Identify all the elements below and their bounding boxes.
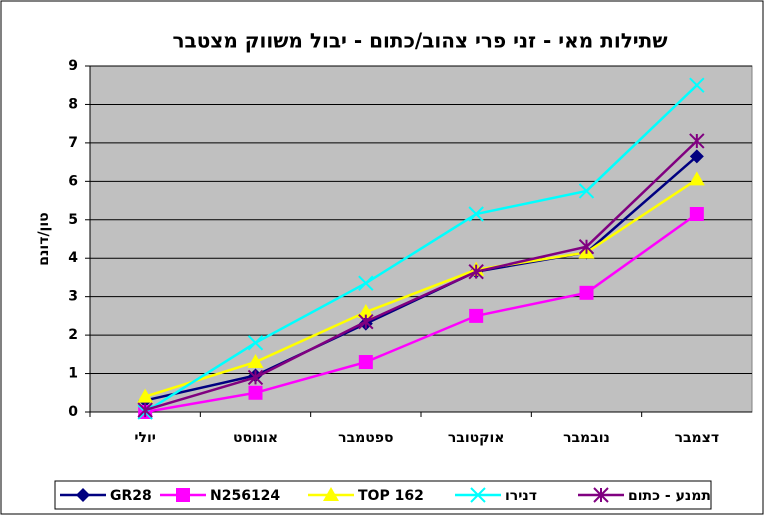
marker xyxy=(579,285,594,300)
marker xyxy=(689,133,705,149)
y-tick-label: 6 xyxy=(68,173,78,189)
marker xyxy=(358,355,373,370)
marker xyxy=(688,171,705,186)
x-tick-label: יולי xyxy=(134,430,156,446)
marker xyxy=(247,335,264,351)
marker xyxy=(469,308,484,323)
x-tick-label: ספטמבר xyxy=(338,430,393,446)
y-tick-label: 5 xyxy=(68,212,78,228)
legend-label: N256124 xyxy=(210,488,280,504)
marker xyxy=(578,238,595,255)
marker xyxy=(248,385,263,400)
y-axis-label: טון/דונם xyxy=(36,212,52,265)
marker xyxy=(176,488,190,502)
y-tick-label: 1 xyxy=(68,366,78,382)
marker xyxy=(358,313,374,330)
x-tick-label: נובמבר xyxy=(563,430,610,446)
chart-title: שתילות מאי - זני פרי צהוב/כתום - יבול מש… xyxy=(172,29,667,53)
y-tick-label: 2 xyxy=(68,327,78,343)
marker xyxy=(358,275,374,291)
series-line xyxy=(144,212,698,414)
marker xyxy=(247,354,264,369)
legend-label: TOP 162 xyxy=(358,488,424,504)
y-tick-label: 3 xyxy=(68,289,78,305)
x-tick-label: דצמבר xyxy=(675,430,719,446)
plot-area xyxy=(89,65,753,413)
marker xyxy=(323,487,339,501)
x-tick-label: אוקטובר xyxy=(448,430,505,446)
legend-label: דנירו xyxy=(505,488,537,504)
series-line xyxy=(144,84,698,414)
series-line xyxy=(144,178,698,398)
marker xyxy=(137,402,153,418)
series-line xyxy=(144,140,698,412)
marker xyxy=(470,487,486,503)
y-tick-label: 8 xyxy=(68,96,78,112)
marker xyxy=(76,488,90,502)
marker xyxy=(689,77,705,93)
legend-label: תמנע - כתום xyxy=(628,488,711,504)
marker xyxy=(357,304,374,319)
x-tick-label: אוגוסט xyxy=(233,430,278,446)
marker xyxy=(689,149,704,164)
marker xyxy=(468,263,484,280)
marker xyxy=(593,487,609,503)
marker xyxy=(468,206,484,222)
legend-label: GR28 xyxy=(110,488,152,504)
y-tick-label: 9 xyxy=(68,58,78,74)
marker xyxy=(689,207,704,222)
marker xyxy=(137,388,154,403)
y-tick-label: 4 xyxy=(68,250,78,266)
y-tick-label: 7 xyxy=(68,135,78,151)
marker xyxy=(247,369,264,386)
y-tick-label: 0 xyxy=(68,404,78,420)
marker xyxy=(578,183,595,199)
